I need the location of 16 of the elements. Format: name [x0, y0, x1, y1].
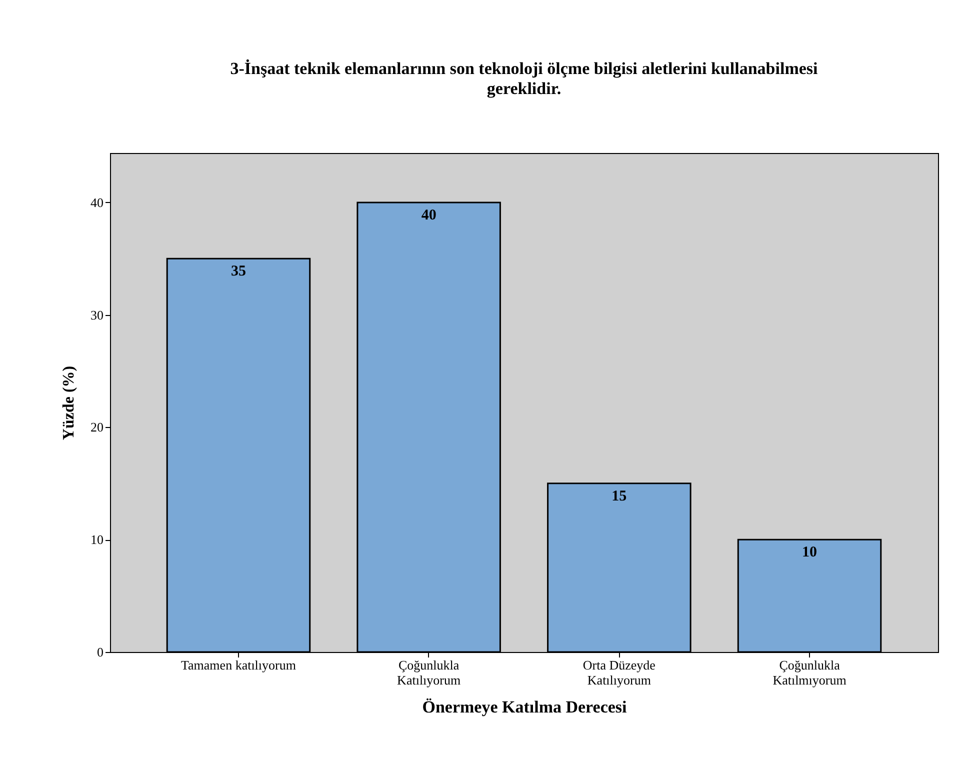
- y-tick-label: 0: [97, 644, 104, 660]
- x-tick-label: Çoğunlukla Katılmıyorum: [772, 658, 846, 688]
- data-label: 35: [230, 264, 246, 280]
- chart-title: 3-İnşaat teknik elemanlarının son teknoloji ölçme bilgisi aletlerini kullanabilmesi gereklidir.: [230, 59, 818, 98]
- y-tick-label: 20: [90, 420, 104, 435]
- y-tick-label: 40: [90, 194, 104, 210]
- data-label: 40: [421, 207, 436, 224]
- y-tick-label: 30: [90, 307, 104, 322]
- data-label: 10: [802, 544, 818, 561]
- x-axis-title: Önermeye Katılma Derecesi: [422, 698, 628, 716]
- x-tick-label: Orta Düzeyde Katılıyorum: [582, 658, 656, 688]
- data-label: 15: [612, 488, 627, 504]
- y-axis-title: Yüzde (%): [60, 366, 78, 440]
- x-tick-label: Tamamen katılıyorum: [180, 658, 296, 672]
- x-tick-label: Çoğunlukla Katılıyorum: [397, 658, 461, 688]
- y-tick-label: 10: [90, 532, 104, 548]
